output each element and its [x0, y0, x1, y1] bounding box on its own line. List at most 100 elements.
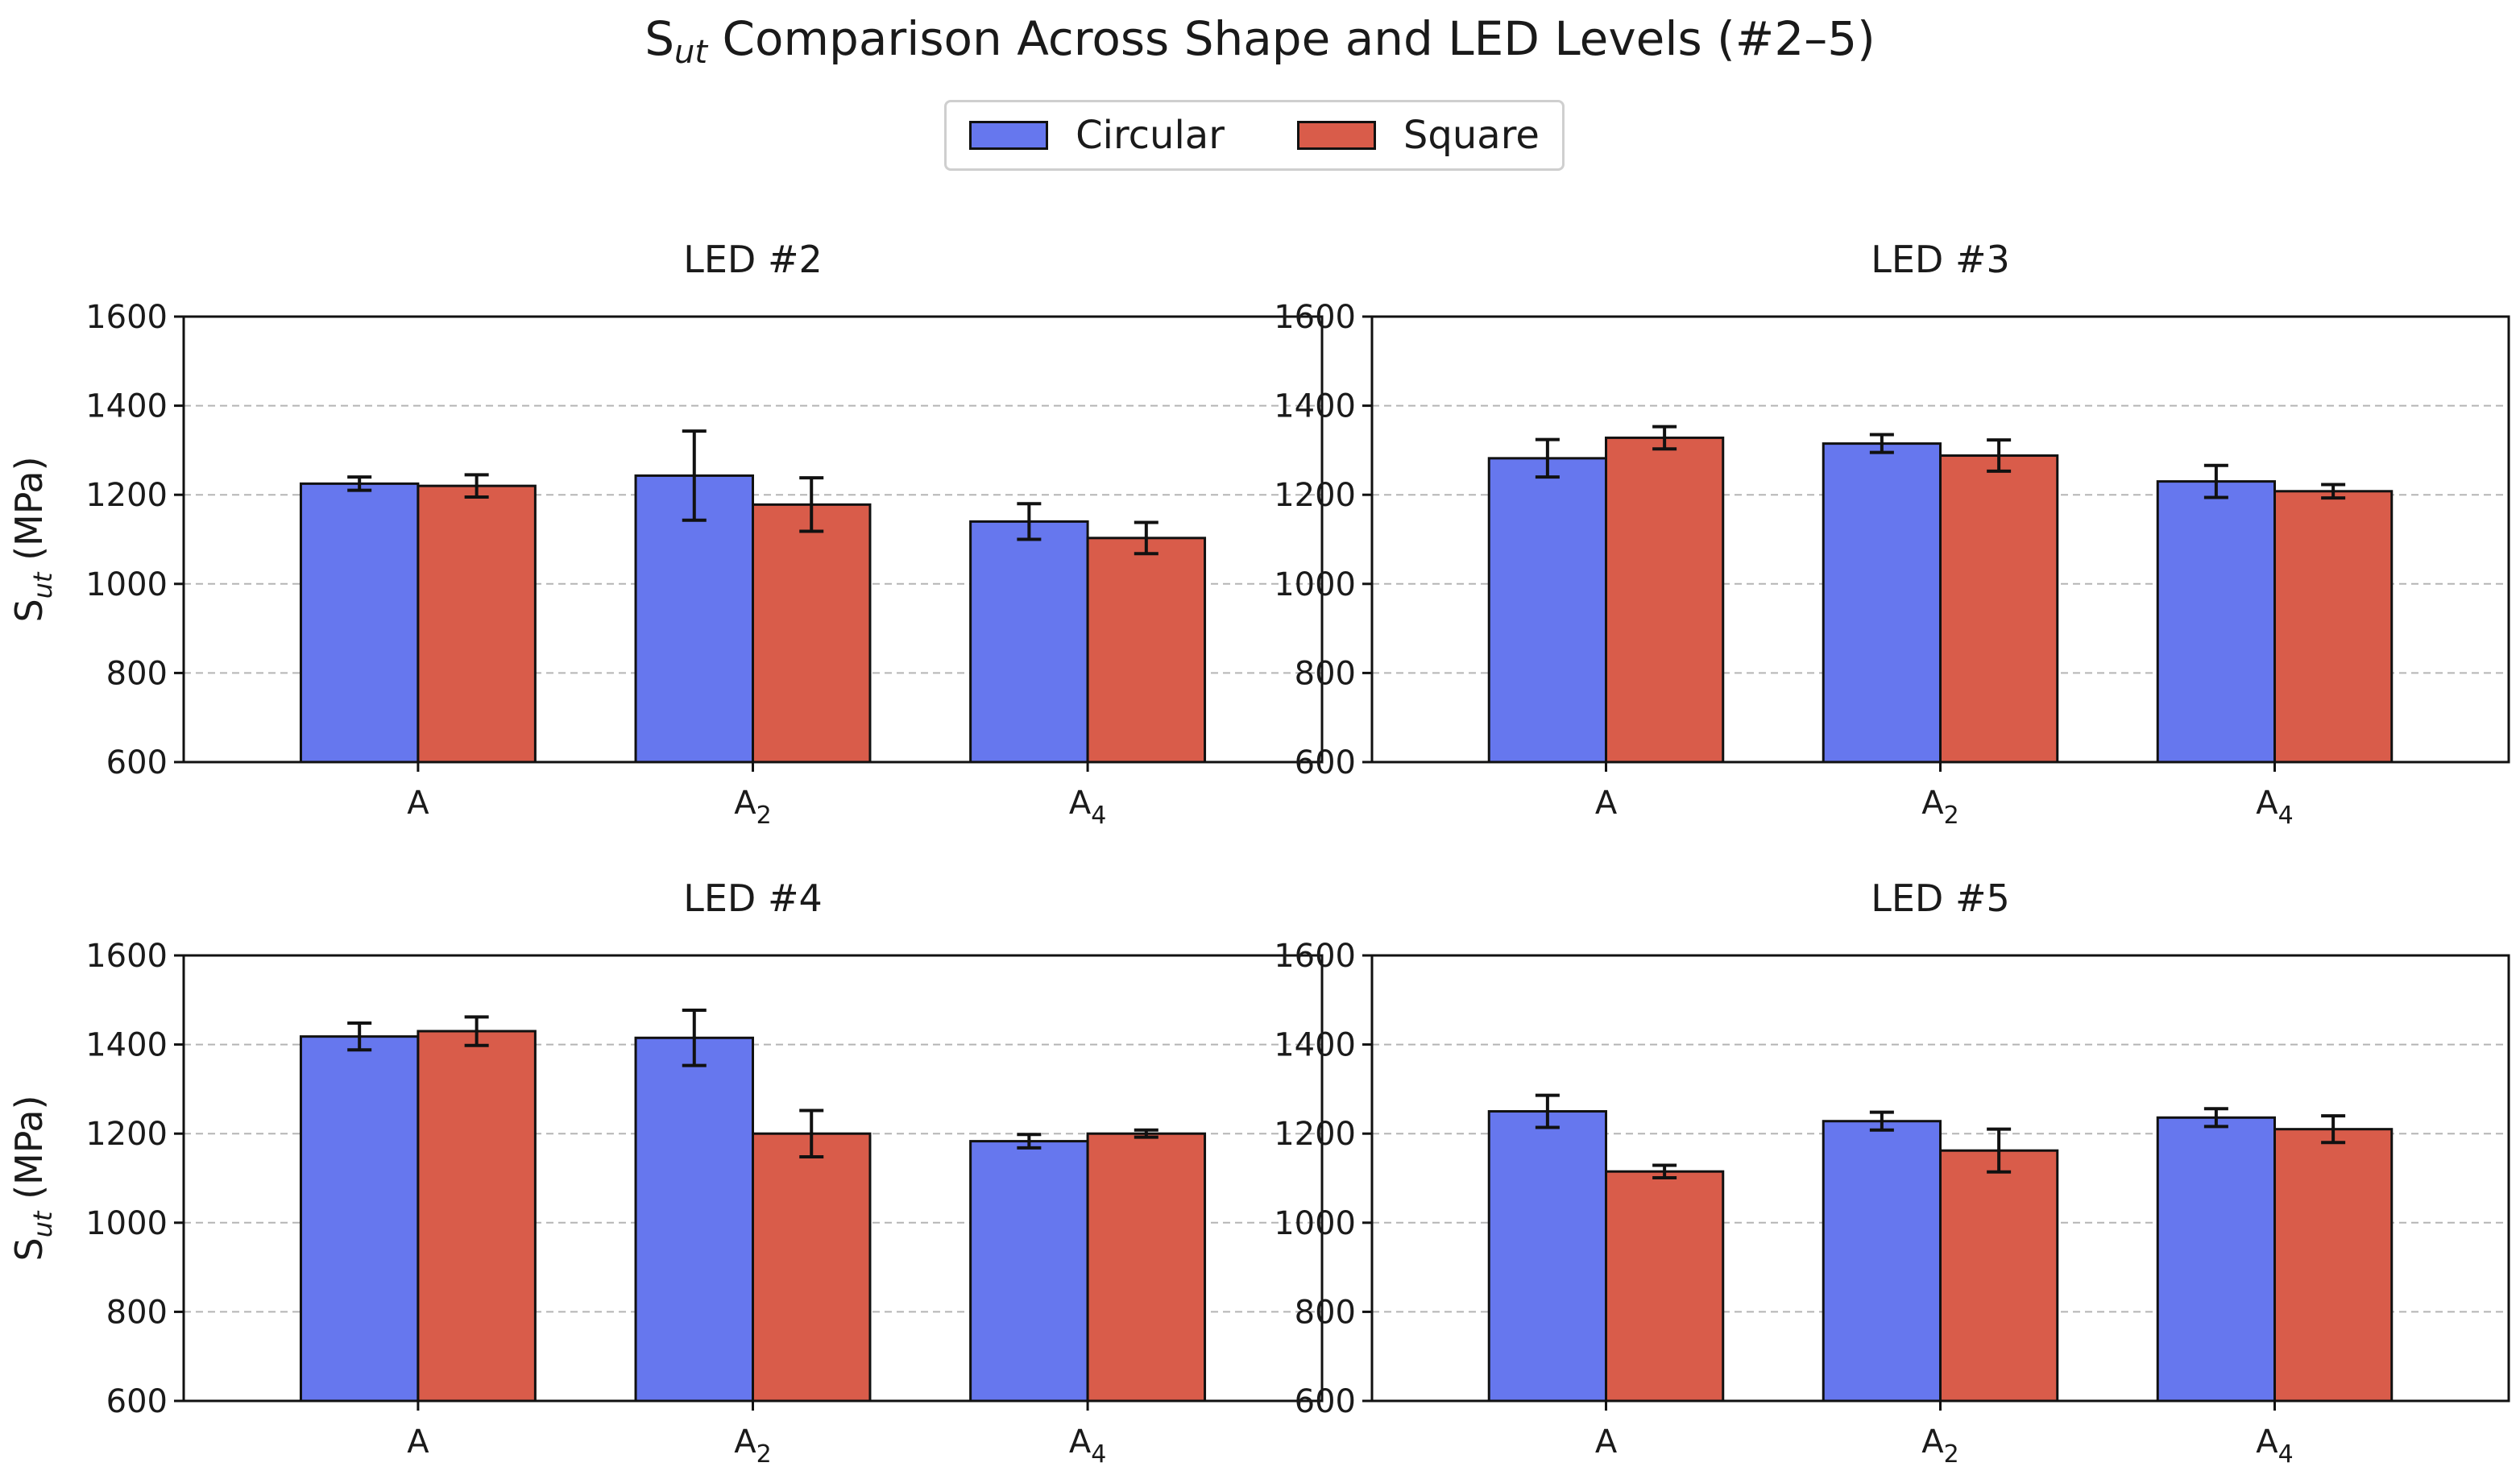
error-bar-circular-2 [682, 429, 707, 522]
panel-title: LED #5 [1871, 876, 2010, 920]
error-bar-square-3 [1134, 520, 1158, 556]
y-tick-label: 1200 [85, 1116, 168, 1153]
legend: Circular Square [944, 100, 1565, 171]
y-tick-label: 800 [106, 655, 168, 692]
bar-square-3 [1086, 537, 1207, 764]
x-tick-label: A4 [1069, 785, 1106, 830]
error-bar-circular-1 [1535, 1093, 1560, 1129]
error-bar-square-1 [1652, 1163, 1677, 1179]
y-tick-label: 1000 [85, 566, 168, 603]
x-tick-label: A [407, 785, 429, 822]
legend-label-circular: Circular [1076, 113, 1225, 158]
y-tick-label: 1400 [1274, 1027, 1356, 1064]
error-bar-square-2 [799, 476, 824, 533]
bar-circular-2 [634, 474, 755, 764]
y-tick-label: 800 [1295, 1294, 1356, 1331]
error-bar-circular-3 [2203, 463, 2228, 499]
x-tick-label: A2 [734, 1423, 771, 1469]
error-bar-square-3 [2321, 483, 2346, 500]
bar-square-3 [1086, 1132, 1207, 1403]
y-tick-label: 1200 [85, 477, 168, 514]
bar-square-2 [752, 1132, 872, 1403]
y-tick-label: 1600 [85, 299, 168, 336]
bar-circular-3 [969, 1140, 1089, 1403]
y-tick-label: 1600 [1274, 938, 1356, 975]
error-bar-circular-3 [1017, 502, 1042, 541]
x-tick-label: A [1595, 785, 1618, 822]
error-bar-circular-3 [2203, 1107, 2228, 1129]
error-bar-square-3 [1134, 1128, 1158, 1139]
y-tick-label: 600 [106, 1383, 168, 1420]
y-tick-label: 800 [106, 1294, 168, 1331]
error-bar-square-2 [1987, 438, 2012, 473]
panel-3: 600 800 1000 1200 1400 1600 A A2 A4 LED #4 Sut (MP… [7, 876, 1324, 1469]
y-tick-label: 1000 [1274, 566, 1356, 603]
bar-square-2 [752, 503, 872, 764]
legend-swatch-circular [969, 121, 1049, 150]
y-tick-label: 600 [1295, 744, 1356, 781]
bar-circular-3 [2156, 480, 2276, 764]
legend-entry-square: Square [1296, 113, 1540, 158]
bar-circular-1 [299, 482, 420, 764]
legend-swatch-square [1296, 121, 1376, 150]
x-tick-label: A2 [1921, 785, 1958, 830]
panel-4: 600 800 1000 1200 1400 1600 A A2 A4 LED #5 [1274, 876, 2510, 1469]
y-tick-label: 1600 [1274, 299, 1356, 336]
bar-circular-2 [634, 1036, 755, 1403]
error-bar-square-1 [464, 1015, 489, 1047]
error-bar-circular-2 [682, 1009, 707, 1067]
error-bar-circular-1 [347, 475, 372, 492]
y-axis-label: Sut (MPa) [7, 1095, 58, 1261]
bar-square-1 [417, 484, 537, 764]
y-tick-label: 1000 [1274, 1205, 1356, 1242]
error-bar-square-1 [1652, 425, 1677, 451]
bar-circular-2 [1822, 442, 1942, 764]
error-bar-circular-1 [1535, 437, 1560, 479]
x-tick-label: A2 [734, 785, 771, 830]
x-tick-label: A4 [2256, 1423, 2293, 1469]
x-tick-label: A4 [2256, 785, 2293, 830]
bar-circular-3 [969, 520, 1089, 764]
y-tick-label: 800 [1295, 655, 1356, 692]
bar-square-1 [1605, 1170, 1725, 1403]
bar-square-3 [2273, 490, 2394, 764]
bar-square-2 [1939, 454, 2059, 764]
y-tick-label: 1000 [85, 1205, 168, 1242]
panel-1: 600 800 1000 1200 1400 1600 A A2 A4 LED #2 Sut (MP… [7, 238, 1324, 830]
panel-2: 600 800 1000 1200 1400 1600 A A2 A4 LED #3 [1274, 238, 2510, 830]
y-tick-label: 1400 [1274, 388, 1356, 425]
y-tick-label: 1400 [85, 1027, 168, 1064]
y-tick-label: 600 [1295, 1383, 1356, 1420]
error-bar-circular-2 [1869, 433, 1894, 454]
x-tick-label: A2 [1921, 1423, 1958, 1469]
error-bar-square-3 [2321, 1114, 2346, 1145]
y-tick-label: 1600 [85, 938, 168, 975]
bar-circular-1 [299, 1035, 420, 1403]
panel-title: LED #4 [683, 876, 823, 920]
y-axis-label: Sut (MPa) [7, 456, 58, 622]
error-bar-square-1 [464, 473, 489, 499]
panel-title: LED #2 [683, 238, 823, 281]
x-tick-label: A [407, 1423, 429, 1461]
y-tick-label: 1200 [1274, 477, 1356, 514]
bar-circular-2 [1822, 1120, 1942, 1403]
x-tick-label: A [1595, 1423, 1618, 1461]
error-bar-circular-1 [347, 1021, 372, 1052]
error-bar-square-2 [799, 1108, 824, 1158]
bar-circular-1 [1487, 1110, 1607, 1403]
bar-circular-3 [2156, 1116, 2276, 1403]
bar-square-2 [1939, 1149, 2059, 1403]
legend-entry-circular: Circular [969, 113, 1225, 158]
y-tick-label: 1200 [1274, 1116, 1356, 1153]
legend-label-square: Square [1403, 113, 1540, 158]
error-bar-circular-3 [1017, 1133, 1042, 1150]
error-bar-square-2 [1987, 1127, 2012, 1174]
panel-title: LED #3 [1871, 238, 2010, 281]
bar-square-1 [1605, 436, 1725, 764]
chart-main-title: Sut Comparison Across Shape and LED Leve… [645, 11, 1875, 71]
bar-square-3 [2273, 1128, 2394, 1403]
x-tick-label: A4 [1069, 1423, 1106, 1469]
bar-circular-1 [1487, 457, 1607, 764]
